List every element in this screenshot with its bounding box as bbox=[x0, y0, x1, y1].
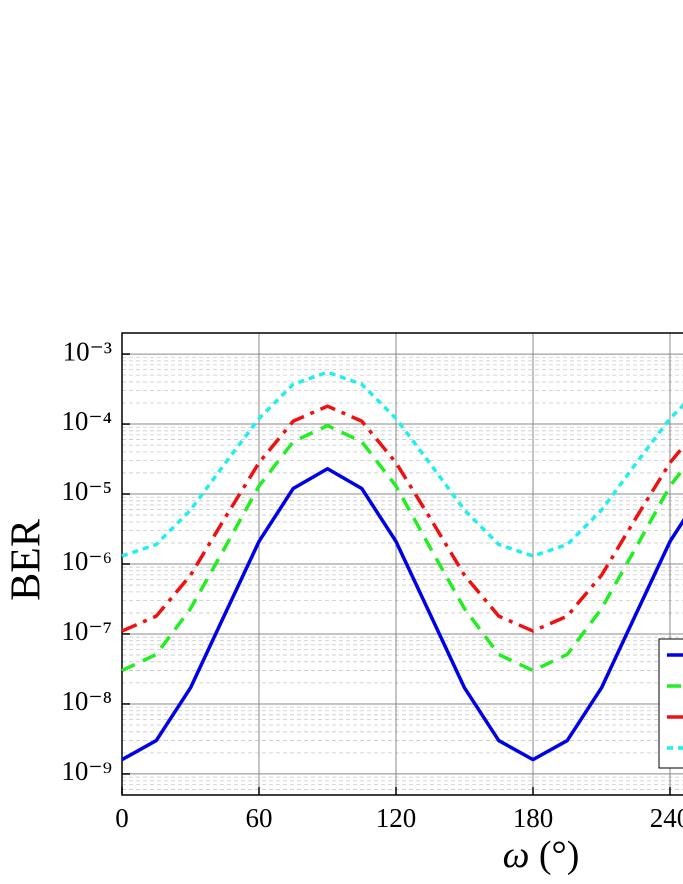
x-tick-label: 60 bbox=[246, 803, 273, 833]
y-tick-label: 10⁻⁴ bbox=[61, 406, 112, 436]
series-line bbox=[121, 404, 683, 633]
x-tick-label: 240 bbox=[650, 803, 683, 833]
y-tick-label: 10⁻³ bbox=[63, 336, 112, 366]
y-tick-label: 10⁻⁸ bbox=[61, 686, 112, 716]
plot-frame bbox=[121, 332, 683, 796]
x-axis-label: ω (°) bbox=[503, 834, 580, 876]
y-axis-label: BER bbox=[4, 519, 50, 601]
series-line bbox=[121, 466, 683, 762]
x-tick-label: 180 bbox=[513, 803, 554, 833]
y-tick-label: 10⁻⁷ bbox=[61, 616, 112, 646]
x-tick-label: 120 bbox=[376, 803, 417, 833]
series-line bbox=[121, 370, 683, 558]
series-line bbox=[121, 423, 683, 673]
y-tick-label: 10⁻⁵ bbox=[61, 476, 112, 506]
y-tick-label: 10⁻⁶ bbox=[61, 546, 112, 576]
x-tick-label: 0 bbox=[115, 803, 129, 833]
y-tick-label: 10⁻⁹ bbox=[61, 756, 112, 786]
